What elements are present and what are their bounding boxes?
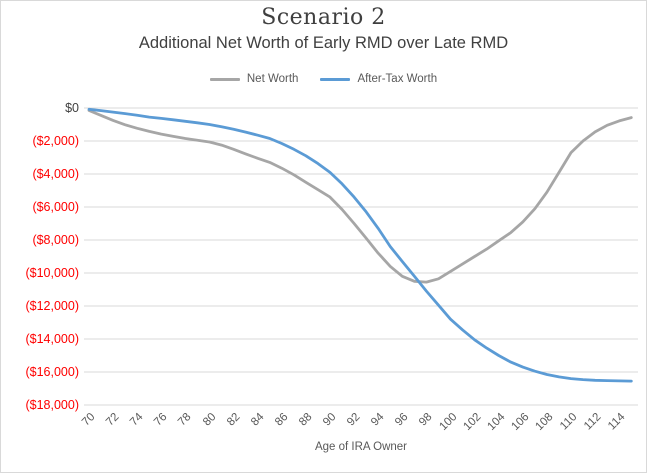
y-tick-label: $0 (65, 101, 79, 115)
chart-subtitle: Additional Net Worth of Early RMD over L… (138, 34, 509, 52)
legend-item: After-Tax Worth (320, 73, 437, 85)
legend-line-swatch (209, 77, 240, 81)
legend-item: Net Worth (209, 73, 299, 85)
y-tick-label: ($12,000) (25, 299, 79, 313)
y-tick-label: ($14,000) (25, 332, 79, 346)
y-tick-label: ($8,000) (32, 233, 79, 247)
after-tax-worth-line (87, 107, 633, 383)
x-axis-title: Age of IRA Owner (314, 441, 408, 453)
y-tick-label: ($4,000) (32, 167, 79, 181)
legend-label: Net Worth (246, 73, 299, 85)
y-tick-label: ($6,000) (32, 200, 79, 214)
chart-title: Scenario 2 (261, 5, 386, 30)
y-tick-label: ($10,000) (25, 266, 79, 280)
legend-label: After-Tax Worth (357, 73, 438, 85)
legend: Net Worth After-Tax Worth (1, 71, 646, 87)
y-tick-label: ($16,000) (25, 365, 79, 379)
y-tick-label: ($18,000) (25, 398, 79, 412)
legend-line-swatch (320, 77, 351, 81)
y-tick-label: ($2,000) (32, 134, 79, 148)
net-worth-line (87, 109, 633, 284)
